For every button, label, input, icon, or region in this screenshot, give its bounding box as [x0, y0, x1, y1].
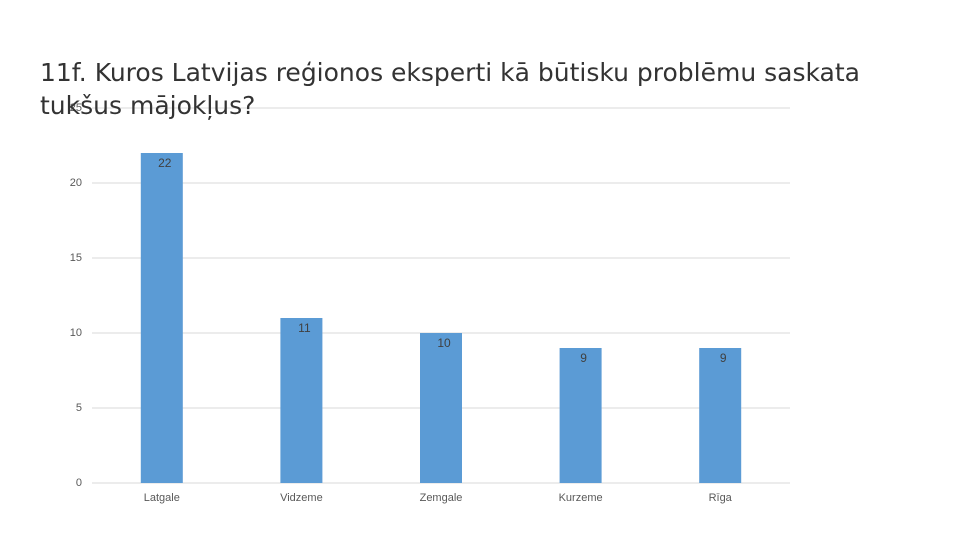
- y-tick-label: 0: [76, 477, 82, 489]
- x-tick-label: Zemgale: [420, 492, 463, 504]
- y-tick-label: 10: [70, 327, 82, 339]
- value-label: 22: [158, 156, 172, 170]
- bar: [140, 153, 183, 483]
- x-tick-label: Latgale: [144, 492, 180, 504]
- chart-title: 11f. Kuros Latvijas reģionos eksperti kā…: [40, 58, 860, 120]
- bar: [420, 333, 462, 483]
- y-tick-label: 20: [70, 177, 82, 189]
- bar: [280, 318, 323, 483]
- y-tick-label: 25: [70, 102, 82, 114]
- bar: [699, 348, 742, 483]
- value-label: 9: [580, 351, 587, 365]
- x-tick-label: Kurzeme: [559, 492, 603, 504]
- y-tick-label: 15: [70, 252, 82, 264]
- y-tick-label: 5: [76, 402, 82, 414]
- x-tick-label: Rīga: [709, 492, 733, 504]
- value-label: 11: [298, 321, 311, 335]
- x-tick-label: Vidzeme: [280, 492, 323, 504]
- value-label: 10: [437, 336, 451, 350]
- value-label: 9: [720, 351, 727, 365]
- bar: [559, 348, 602, 483]
